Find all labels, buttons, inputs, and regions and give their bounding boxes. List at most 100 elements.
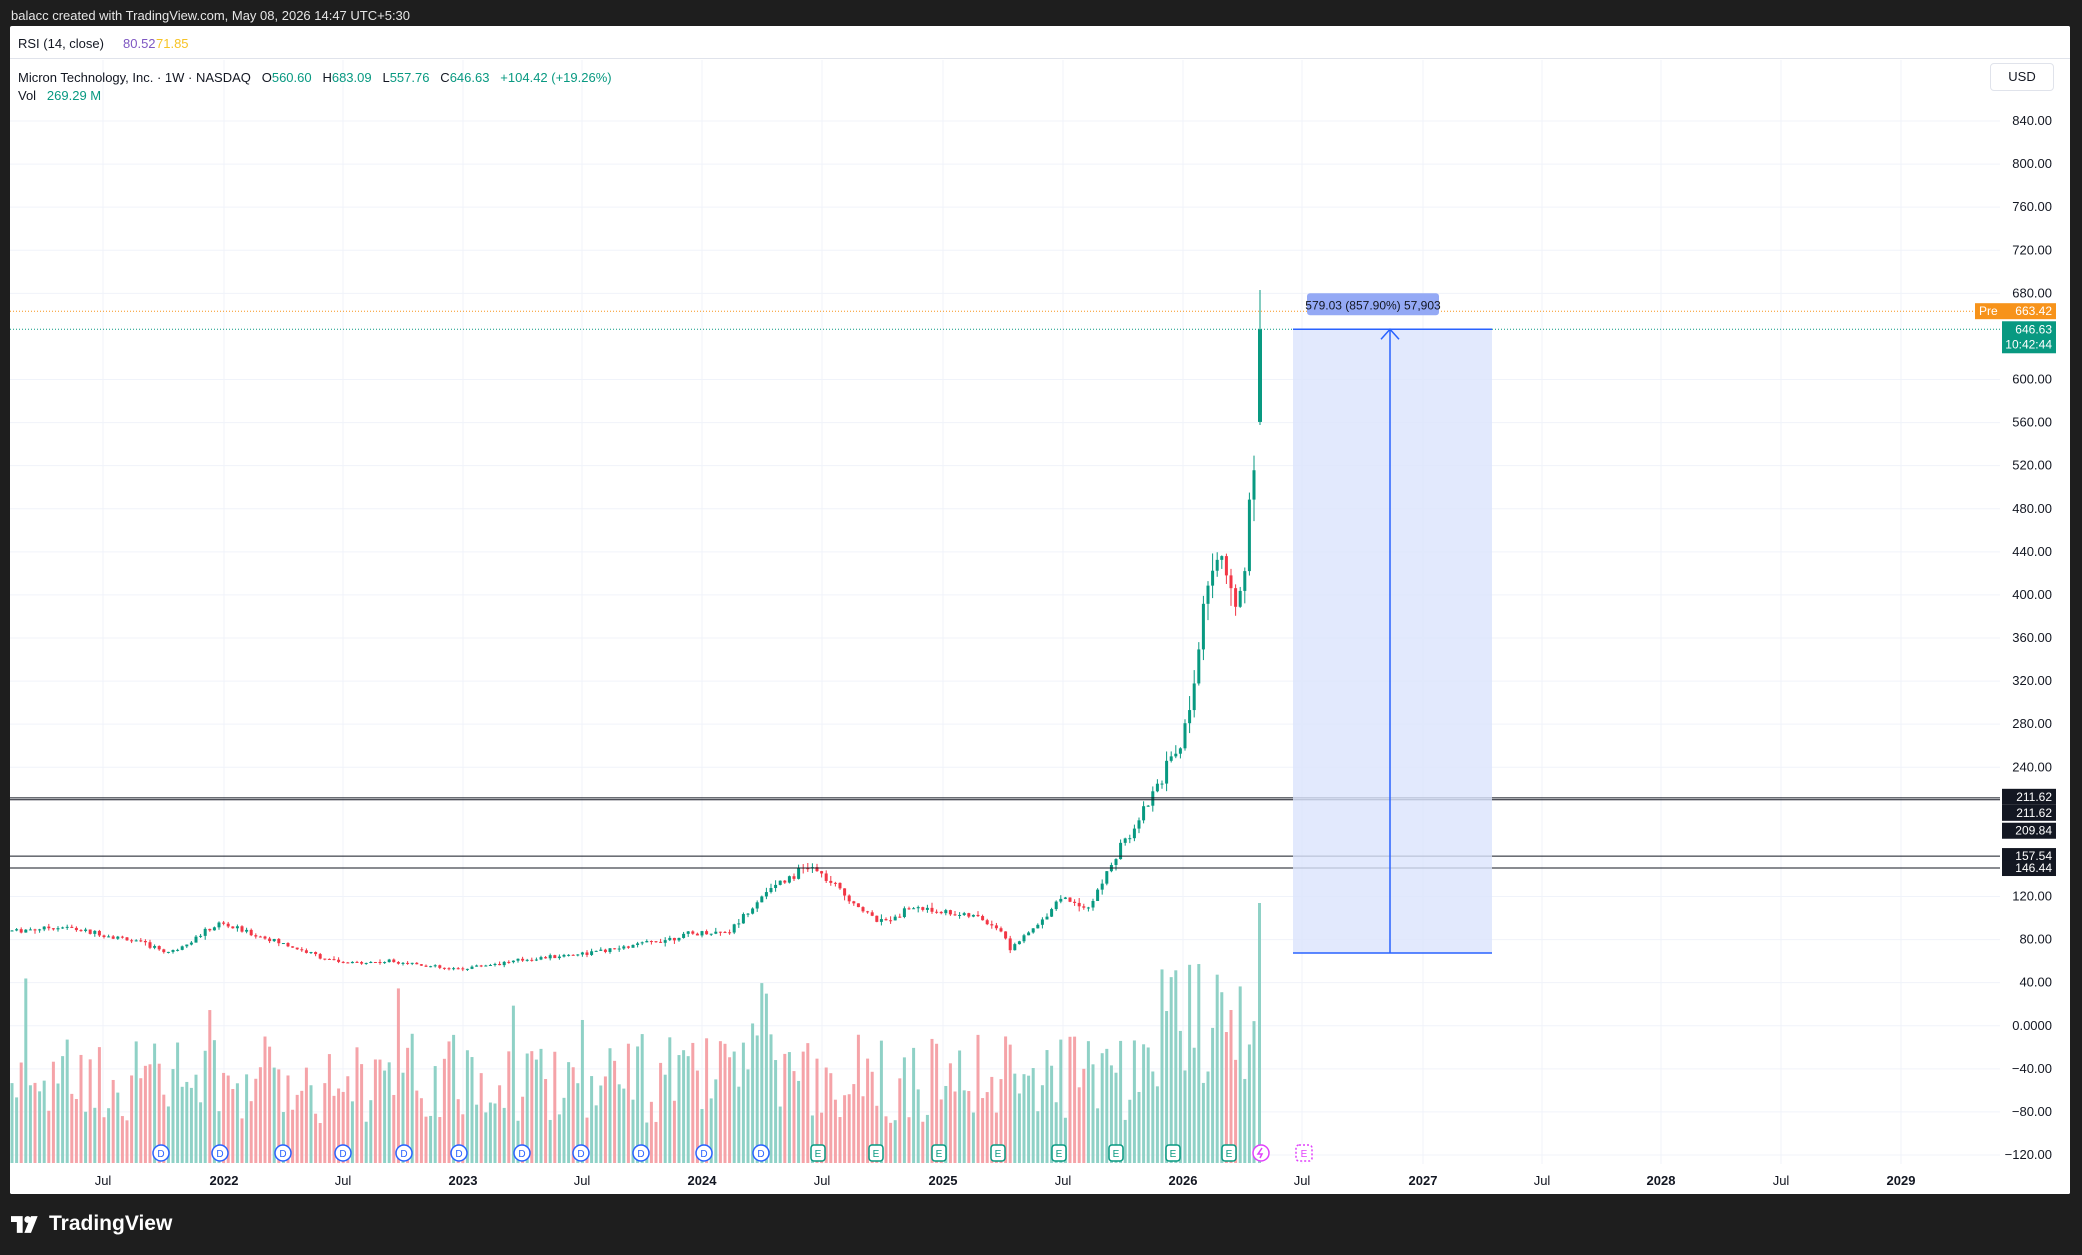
volume-bar	[861, 1096, 865, 1163]
candle-body	[898, 916, 902, 918]
candle-body	[226, 923, 230, 927]
symbol-legend[interactable]: Micron Technology, Inc. · 1W · NASDAQ O5…	[18, 70, 612, 85]
candle-body	[962, 913, 966, 915]
candle-body	[971, 914, 975, 917]
earnings-marker-letter: E	[1226, 1149, 1233, 1160]
candle-body	[277, 938, 281, 944]
volume-bar	[1128, 1099, 1132, 1163]
candle-body	[636, 943, 640, 945]
volume-bar	[222, 1072, 226, 1163]
high-label: H	[322, 70, 332, 85]
volume-bar	[1036, 1111, 1040, 1163]
volume-bar	[1068, 1036, 1072, 1163]
volume-bar	[976, 1034, 980, 1163]
candle-body	[833, 882, 837, 884]
candle-body	[631, 944, 635, 948]
volume-bar	[912, 1047, 916, 1163]
volume-bar	[217, 1111, 221, 1163]
candle-body	[350, 961, 354, 964]
volume-bar	[691, 1042, 695, 1163]
volume-bar	[1027, 1075, 1031, 1163]
volume-bar	[672, 1100, 676, 1163]
volume-bar	[1008, 1044, 1012, 1163]
volume-legend[interactable]: Vol 269.29 M	[18, 88, 101, 103]
candle-body	[295, 947, 299, 950]
time-tick-label: Jul	[814, 1173, 831, 1188]
volume-bar	[263, 1036, 267, 1163]
volume-bar	[1100, 1053, 1104, 1163]
volume-bar	[516, 1120, 520, 1163]
volume-bar	[1234, 1059, 1238, 1163]
candle-body	[760, 896, 764, 903]
volume-bar	[199, 1102, 203, 1163]
change-value: +104.42 (+19.26%)	[500, 70, 612, 85]
volume-bar	[1059, 1039, 1063, 1163]
volume-bar	[176, 1042, 180, 1163]
price-chart[interactable]: 579.03 (857.90%) 57,903 D D D D D D D D D D D E E E E E…	[10, 26, 2070, 1194]
volume-bar	[668, 1037, 672, 1163]
candle-body	[944, 910, 948, 914]
candle-body	[300, 949, 304, 951]
volume-bar	[700, 1109, 704, 1163]
candle-body	[847, 895, 851, 902]
volume-bar	[562, 1097, 566, 1163]
volume-bar	[475, 1104, 479, 1163]
volume-bar	[898, 1078, 902, 1163]
volume-bar	[557, 1114, 561, 1163]
volume-bar	[447, 1041, 451, 1163]
volume-bar	[1169, 977, 1173, 1163]
volume-bar	[663, 1074, 667, 1163]
earnings-marker-letter: E	[873, 1149, 880, 1160]
volume-bar	[994, 1112, 998, 1163]
level-price-badge	[2002, 822, 2056, 839]
candle-body	[585, 952, 589, 955]
volume-bar	[990, 1076, 994, 1163]
volume-bar	[810, 1115, 814, 1163]
volume-bar	[392, 1094, 396, 1163]
volume-bar	[659, 1062, 663, 1163]
candle-body	[640, 942, 644, 944]
price-tick-label: 440.00	[2012, 544, 2052, 559]
candle-body	[1123, 838, 1127, 843]
rsi-legend[interactable]: RSI (14, close) 80.52 71.85	[10, 26, 2070, 59]
price-tick-label: 240.00	[2012, 759, 2052, 774]
candle-body	[1063, 897, 1067, 899]
candle-body	[1059, 898, 1063, 902]
currency-button[interactable]: USD	[1990, 63, 2054, 91]
volume-bar	[930, 1038, 934, 1163]
volume-bar	[1174, 970, 1178, 1163]
volume-bar	[185, 1081, 189, 1163]
volume-bar	[337, 1088, 341, 1163]
volume-bar	[107, 1108, 111, 1163]
chart-panel[interactable]: 579.03 (857.90%) 57,903 D D D D D D D D D D D E E E E E…	[10, 26, 2070, 1194]
candle-body	[594, 950, 598, 952]
candle-body	[815, 867, 819, 872]
lightning-icon	[1256, 1147, 1264, 1159]
candle-body	[1197, 649, 1201, 684]
candle-body	[166, 951, 170, 953]
time-tick-label: 2023	[449, 1173, 478, 1188]
volume-bar	[539, 1048, 543, 1163]
tradingview-brand[interactable]: TradingView	[11, 1212, 172, 1236]
candle-body	[10, 930, 14, 932]
volume-bar	[1178, 1030, 1182, 1163]
volume-bar	[1050, 1065, 1054, 1163]
candle-body	[134, 940, 138, 942]
candle-body	[1169, 756, 1173, 761]
volume-bar	[833, 1099, 837, 1163]
time-tick-label: Jul	[1773, 1173, 1790, 1188]
volume-bar	[714, 1079, 718, 1163]
volume-bar	[1031, 1068, 1035, 1163]
volume-bar	[985, 1092, 989, 1163]
candle-body	[470, 966, 474, 969]
candle-body	[1183, 723, 1187, 749]
volume-bar	[875, 1105, 879, 1163]
symbol-name[interactable]: Micron Technology, Inc. · 1W · NASDAQ	[18, 70, 251, 85]
volume-bar	[1109, 1065, 1113, 1163]
volume-bar	[640, 1034, 644, 1163]
candle-body	[718, 931, 722, 933]
volume-bar	[171, 1069, 175, 1163]
candle-body	[392, 959, 396, 963]
dividend-marker-icon	[572, 1144, 590, 1162]
candle-body	[843, 888, 847, 896]
